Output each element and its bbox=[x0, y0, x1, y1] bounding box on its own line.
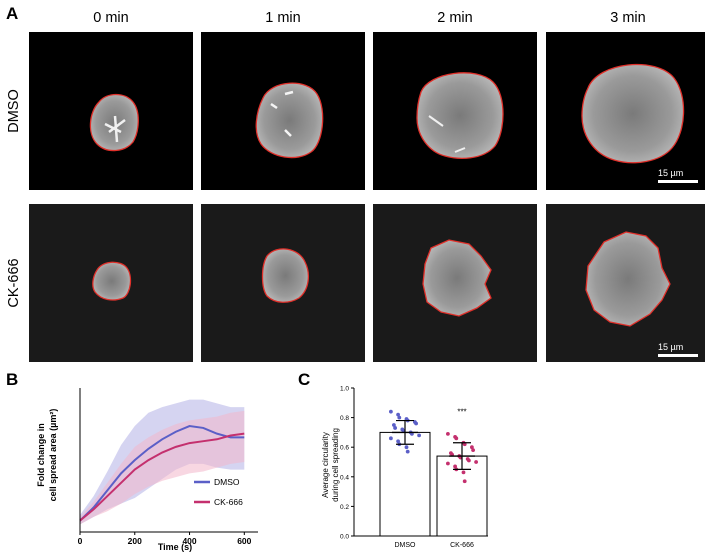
data-point-dmso bbox=[392, 423, 396, 427]
data-point-dmso bbox=[393, 426, 397, 430]
legend-label-ck-666: CK-666 bbox=[214, 497, 243, 507]
legend-label-dmso: DMSO bbox=[214, 477, 240, 487]
x-category-label: CK-666 bbox=[450, 542, 474, 549]
data-point-dmso bbox=[397, 415, 402, 420]
micrograph-dmso-3min: 15 µm bbox=[546, 32, 705, 190]
band-ck-666 bbox=[80, 410, 245, 525]
row-label-dmso: DMSO bbox=[6, 89, 22, 133]
line-dmso bbox=[79, 425, 245, 522]
column-header-0: 0 min bbox=[93, 10, 129, 26]
chart-b-ylabel-line1: Fold change in bbox=[36, 423, 46, 487]
micrograph-ck666-2min bbox=[373, 204, 537, 362]
y-tick-label: 0.2 bbox=[340, 504, 349, 511]
micrograph-ck666-3min: 15 µm bbox=[546, 204, 705, 362]
data-point-ck-666 bbox=[453, 464, 457, 469]
data-point-ck-666 bbox=[470, 445, 474, 450]
micrograph-dmso-2min bbox=[373, 32, 537, 190]
y-tick-label: 1.0 bbox=[340, 386, 349, 393]
chart-c-ylabel-line2: during cell spreading bbox=[331, 428, 340, 502]
data-point-ck-666 bbox=[446, 431, 450, 436]
micrograph-ck666-0min bbox=[29, 204, 193, 362]
data-point-dmso bbox=[389, 436, 393, 441]
column-header-1: 1 min bbox=[265, 10, 301, 26]
column-header-2: 2 min bbox=[437, 10, 473, 26]
data-point-ck-666 bbox=[461, 470, 466, 475]
data-point-dmso bbox=[405, 449, 410, 454]
chart-b-xlabel: Time (s) bbox=[158, 542, 192, 552]
scale-bar-label-bottom: 15 µm bbox=[658, 342, 684, 352]
y-tick-label: 0.6 bbox=[340, 445, 349, 452]
scale-bar-bottom bbox=[658, 354, 698, 357]
x-category-label: DMSO bbox=[395, 542, 417, 549]
circularity-chart: Average circularity during cell spreadin… bbox=[321, 386, 488, 549]
significance-marker: *** bbox=[457, 408, 466, 417]
spread-area-chart: Fold change in cell spread area (µm²) 0 2… bbox=[36, 388, 258, 552]
data-point-dmso bbox=[417, 433, 421, 438]
data-point-ck-666 bbox=[446, 461, 450, 466]
panel-label-c: C bbox=[298, 370, 311, 389]
data-point-ck-666 bbox=[462, 479, 467, 484]
y-tick-label: 0.8 bbox=[340, 415, 349, 422]
x-tick-label: 400 bbox=[182, 536, 196, 546]
bar-dmso bbox=[379, 431, 431, 537]
scale-bar-top bbox=[658, 180, 698, 183]
micrograph-ck666-1min bbox=[201, 204, 365, 362]
scale-bar-label-top: 15 µm bbox=[658, 168, 684, 178]
data-point-dmso bbox=[396, 439, 400, 444]
micrograph-dmso-1min bbox=[201, 32, 365, 190]
line-ck-666 bbox=[79, 432, 245, 522]
x-tick-label: 0 bbox=[78, 536, 83, 546]
data-point-ck-666 bbox=[474, 460, 478, 464]
chart-c-ylabel-line1: Average circularity bbox=[321, 432, 330, 498]
x-tick-label: 600 bbox=[237, 536, 251, 546]
chart-b-ylabel-line2: cell spread area (µm²) bbox=[48, 409, 58, 502]
data-point-dmso bbox=[414, 421, 418, 426]
data-point-ck-666 bbox=[454, 436, 459, 441]
y-tick-label: 0.4 bbox=[340, 474, 349, 481]
data-point-dmso bbox=[404, 445, 409, 450]
y-tick-label: 0.0 bbox=[340, 534, 349, 541]
column-header-3: 3 min bbox=[610, 10, 646, 26]
data-point-ck-666 bbox=[467, 458, 471, 463]
x-tick-label: 200 bbox=[128, 536, 142, 546]
data-point-dmso bbox=[396, 412, 400, 417]
row-label-ck666: CK-666 bbox=[6, 258, 22, 308]
panel-label-b: B bbox=[6, 370, 19, 389]
panel-label-a: A bbox=[6, 4, 19, 23]
data-point-ck-666 bbox=[471, 448, 475, 453]
micrograph-dmso-0min bbox=[29, 32, 193, 190]
data-point-dmso bbox=[389, 409, 393, 414]
